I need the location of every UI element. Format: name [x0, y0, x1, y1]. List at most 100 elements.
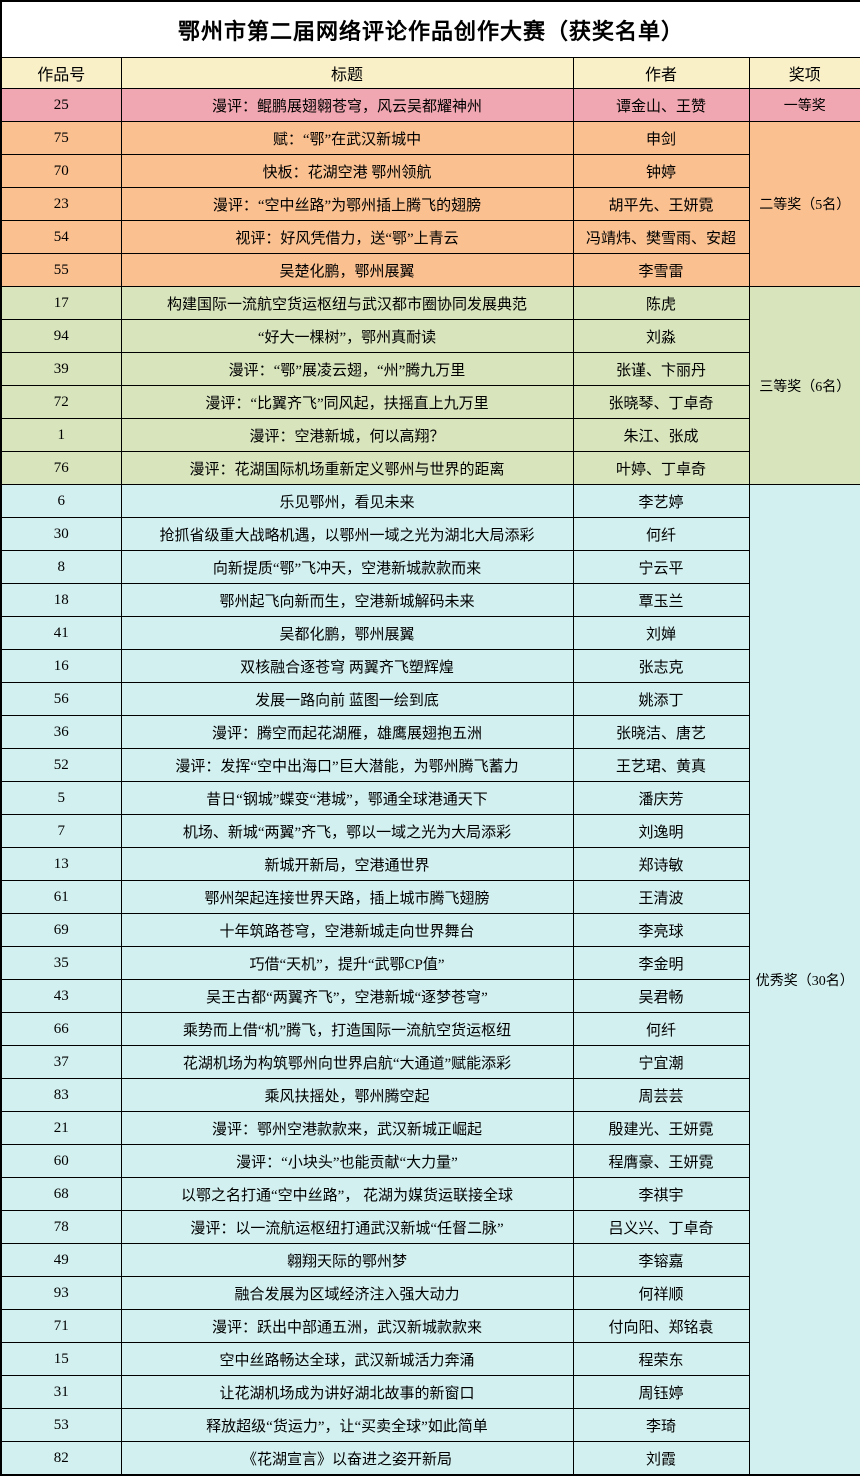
award-cell: 一等奖	[748, 88, 860, 122]
table-row: 71 漫评：跃出中部通五洲，武汉新城款款来 付向阳、郑铭袁	[0, 1309, 860, 1343]
work-id-cell: 41	[0, 616, 122, 650]
table-row: 1 漫评：空港新城，何以高翔？ 朱江、张成	[0, 418, 860, 452]
work-title-cell: 乘势而上借“机”腾飞，打造国际一流航空货运枢纽	[120, 1012, 574, 1046]
table-row: 82 《花湖宣言》以奋进之姿开新局 刘霞	[0, 1441, 860, 1476]
table-row: 36 漫评：腾空而起花湖雁，雄鹰展翅抱五洲 张晓洁、唐艺	[0, 715, 860, 749]
work-title-cell: 巧借“天机”，提升“武鄂CP值”	[120, 946, 574, 980]
work-author-cell: 李艺婷	[572, 484, 750, 518]
table-row: 68 以鄂之名打通“空中丝路”， 花湖为媒货运联接全球 李祺宇	[0, 1177, 860, 1211]
table-row: 30 抢抓省级重大战略机遇，以鄂州一域之光为湖北大局添彩 何纤	[0, 517, 860, 551]
work-id-cell: 71	[0, 1309, 122, 1343]
work-id-cell: 15	[0, 1342, 122, 1376]
work-author-cell: 何纤	[572, 517, 750, 551]
work-id-cell: 76	[0, 451, 122, 485]
table-row: 61 鄂州架起连接世界天路，插上城市腾飞翅膀 王清波	[0, 880, 860, 914]
work-id-cell: 6	[0, 484, 122, 518]
work-title-cell: 吴楚化鹏，鄂州展翼	[120, 253, 574, 287]
table-row: 76 漫评：花湖国际机场重新定义鄂州与世界的距离 叶婷、丁卓奇	[0, 451, 860, 485]
work-author-cell: 宁宜潮	[572, 1045, 750, 1079]
work-title-cell: 花湖机场为构筑鄂州向世界启航“大通道”赋能添彩	[120, 1045, 574, 1079]
work-title-cell: 让花湖机场成为讲好湖北故事的新窗口	[120, 1375, 574, 1409]
work-author-cell: 刘婵	[572, 616, 750, 650]
work-title-cell: 快板：花湖空港 鄂州领航	[120, 154, 574, 188]
work-id-cell: 23	[0, 187, 122, 221]
work-id-cell: 49	[0, 1243, 122, 1277]
work-title-cell: 漫评：空港新城，何以高翔？	[120, 418, 574, 452]
table-row: 93 融合发展为区域经济注入强大动力 何祥顺	[0, 1276, 860, 1310]
work-id-cell: 55	[0, 253, 122, 287]
work-id-cell: 66	[0, 1012, 122, 1046]
work-author-cell: 姚添丁	[572, 682, 750, 716]
work-id-cell: 5	[0, 781, 122, 815]
work-id-cell: 16	[0, 649, 122, 683]
work-author-cell: 李镕嘉	[572, 1243, 750, 1277]
table-row: 31 让花湖机场成为讲好湖北故事的新窗口 周钰婷	[0, 1375, 860, 1409]
work-title-cell: 翱翔天际的鄂州梦	[120, 1243, 574, 1277]
table-row: 39 漫评：“鄂”展凌云翅，“州”腾九万里 张谨、卞丽丹	[0, 352, 860, 386]
work-id-cell: 69	[0, 913, 122, 947]
work-title-cell: 构建国际一流航空货运枢纽与武汉都市圈协同发展典范	[120, 286, 574, 320]
table-row: 56 发展一路向前 蓝图一绘到底 姚添丁	[0, 682, 860, 716]
work-id-cell: 54	[0, 220, 122, 254]
table-row: 49 翱翔天际的鄂州梦 李镕嘉	[0, 1243, 860, 1277]
table-row: 16 双核融合逐苍穹 两翼齐飞塑辉煌 张志克	[0, 649, 860, 683]
table-row: 72 漫评：“比翼齐飞”同风起，扶摇直上九万里 张晓琴、丁卓奇	[0, 385, 860, 419]
work-id-cell: 7	[0, 814, 122, 848]
work-id-cell: 56	[0, 682, 122, 716]
work-author-cell: 叶婷、丁卓奇	[572, 451, 750, 485]
col-header-title: 标题	[120, 57, 574, 89]
work-author-cell: 李金明	[572, 946, 750, 980]
work-title-cell: 融合发展为区域经济注入强大动力	[120, 1276, 574, 1310]
work-title-cell: 视评：好风凭借力，送“鄂”上青云	[120, 220, 574, 254]
work-title-cell: 向新提质“鄂”飞冲天，空港新城款款而来	[120, 550, 574, 584]
work-author-cell: 覃玉兰	[572, 583, 750, 617]
table-row: 15 空中丝路畅达全球，武汉新城活力奔涌 程荣东	[0, 1342, 860, 1376]
work-author-cell: 周钰婷	[572, 1375, 750, 1409]
work-id-cell: 75	[0, 121, 122, 155]
work-author-cell: 冯靖炜、樊雪雨、安超	[572, 220, 750, 254]
work-id-cell: 25	[0, 88, 122, 122]
work-id-cell: 72	[0, 385, 122, 419]
work-id-cell: 52	[0, 748, 122, 782]
work-title-cell: 新城开新局，空港通世界	[120, 847, 574, 881]
work-author-cell: 钟婷	[572, 154, 750, 188]
work-id-cell: 39	[0, 352, 122, 386]
work-title-cell: 机场、新城“两翼”齐飞，鄂以一域之光为大局添彩	[120, 814, 574, 848]
table-row: 83 乘风扶摇处，鄂州腾空起 周芸芸	[0, 1078, 860, 1112]
table-row: 60 漫评：“小块头”也能贡献“大力量” 程膺豪、王妍霓	[0, 1144, 860, 1178]
table-row: 78 漫评：以一流航运枢纽打通武汉新城“任督二脉” 吕义兴、丁卓奇	[0, 1210, 860, 1244]
work-author-cell: 刘霞	[572, 1441, 750, 1476]
work-title-cell: “好大一棵树”，鄂州真耐读	[120, 319, 574, 353]
work-title-cell: 乐见鄂州，看见未来	[120, 484, 574, 518]
work-title-cell: 乘风扶摇处，鄂州腾空起	[120, 1078, 574, 1112]
work-author-cell: 周芸芸	[572, 1078, 750, 1112]
table-row: 53 释放超级“货运力”，让“买卖全球”如此简单 李琦	[0, 1408, 860, 1442]
work-id-cell: 31	[0, 1375, 122, 1409]
work-id-cell: 43	[0, 979, 122, 1013]
work-id-cell: 78	[0, 1210, 122, 1244]
work-title-cell: 双核融合逐苍穹 两翼齐飞塑辉煌	[120, 649, 574, 683]
work-title-cell: 漫评：跃出中部通五洲，武汉新城款款来	[120, 1309, 574, 1343]
table-row: 43 吴王古都“两翼齐飞”，空港新城“逐梦苍穹” 吴君畅	[0, 979, 860, 1013]
work-title-cell: 空中丝路畅达全球，武汉新城活力奔涌	[120, 1342, 574, 1376]
table-row: 5 昔日“钢城”蝶变“港城”，鄂通全球港通天下 潘庆芳	[0, 781, 860, 815]
table-row: 94 “好大一棵树”，鄂州真耐读 刘淼	[0, 319, 860, 353]
work-title-cell: 释放超级“货运力”，让“买卖全球”如此简单	[120, 1408, 574, 1442]
table-row: 69 十年筑路苍穹，空港新城走向世界舞台 李亮球	[0, 913, 860, 947]
work-title-cell: 漫评：腾空而起花湖雁，雄鹰展翅抱五洲	[120, 715, 574, 749]
work-author-cell: 胡平先、王妍霓	[572, 187, 750, 221]
work-id-cell: 82	[0, 1441, 122, 1476]
work-title-cell: 鄂州架起连接世界天路，插上城市腾飞翅膀	[120, 880, 574, 914]
work-title-cell: 十年筑路苍穹，空港新城走向世界舞台	[120, 913, 574, 947]
work-title-cell: 漫评：“空中丝路”为鄂州插上腾飞的翅膀	[120, 187, 574, 221]
work-title-cell: 漫评：鲲鹏展翅翱苍穹，风云吴都耀神州	[120, 88, 574, 122]
col-header-work-id: 作品号	[0, 57, 122, 89]
work-id-cell: 1	[0, 418, 122, 452]
work-id-cell: 83	[0, 1078, 122, 1112]
table-row: 35 巧借“天机”，提升“武鄂CP值” 李金明	[0, 946, 860, 980]
work-author-cell: 李琦	[572, 1408, 750, 1442]
work-title-cell: 昔日“钢城”蝶变“港城”，鄂通全球港通天下	[120, 781, 574, 815]
work-author-cell: 张晓洁、唐艺	[572, 715, 750, 749]
